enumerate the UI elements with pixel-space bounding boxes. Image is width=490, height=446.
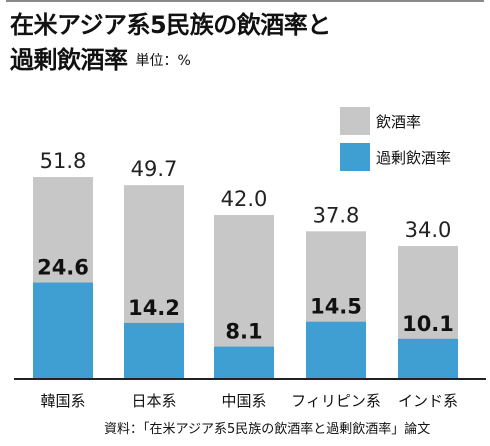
bar-heavy-drinking-0 xyxy=(33,282,93,378)
bar-heavy-drinking-4 xyxy=(398,338,458,378)
label-heavy-drinking-0: 24.6 xyxy=(37,256,89,280)
label-drinking-4: 34.0 xyxy=(405,218,452,242)
bar-heavy-drinking-1 xyxy=(124,322,184,378)
chart-title-line2-text: 過剰飲酒率 xyxy=(10,46,128,74)
bar-heavy-drinking-3 xyxy=(306,321,366,378)
legend-swatch-heavy-drinking xyxy=(340,143,370,171)
bar-heavy-drinking-2 xyxy=(214,346,274,378)
legend-item-drinking: 飲酒率 xyxy=(340,106,421,136)
label-drinking-3: 37.8 xyxy=(313,203,360,227)
unit-label: 単位：% xyxy=(135,53,191,69)
legend-item-heavy-drinking: 過剰飲酒率 xyxy=(340,142,451,172)
label-drinking-0: 51.8 xyxy=(40,149,87,173)
label-heavy-drinking-3: 14.5 xyxy=(310,295,362,319)
label-drinking-2: 42.0 xyxy=(221,187,268,211)
top-rule xyxy=(6,0,484,2)
source-note: 資料：「在米アジア系5民族の飲酒率と過剰飲酒率」論文 xyxy=(104,422,431,437)
x-tick-label-1: 日本系 xyxy=(131,392,176,410)
legend-label-drinking: 飲酒率 xyxy=(376,112,422,131)
x-tick-label-4: インド系 xyxy=(398,392,458,410)
label-drinking-1: 49.7 xyxy=(131,157,178,181)
label-heavy-drinking-4: 10.1 xyxy=(402,312,454,336)
chart-title-line1: 在米アジア系5民族の飲酒率と xyxy=(10,11,331,39)
legend-label-heavy-drinking: 過剰飲酒率 xyxy=(376,148,452,167)
x-tick-label-0: 韓国系 xyxy=(40,392,85,410)
label-heavy-drinking-1: 14.2 xyxy=(128,296,180,320)
x-tick-label-3: フィリピン系 xyxy=(291,392,381,410)
legend-swatch-drinking xyxy=(340,107,370,135)
x-tick-label-2: 中国系 xyxy=(221,392,266,410)
chart-title-line2: 過剰飲酒率 単位：% xyxy=(10,45,191,76)
label-heavy-drinking-2: 8.1 xyxy=(225,320,262,344)
